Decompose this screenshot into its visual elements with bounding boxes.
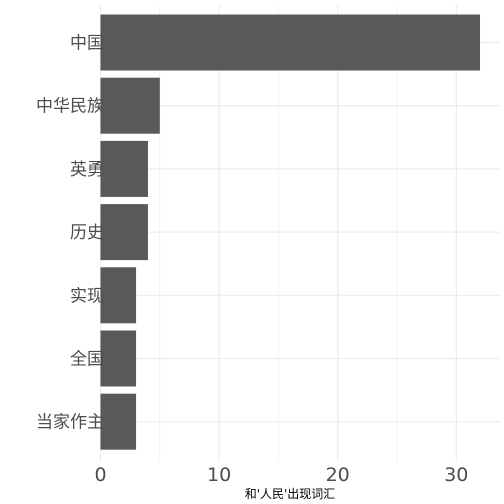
x-tick-labels: 0 10 20 30 — [94, 464, 468, 486]
y-tick-label: 实现 — [70, 286, 104, 306]
bar — [100, 393, 137, 450]
y-tick-label: 当家作主 — [36, 413, 104, 433]
grid-layer — [82, 5, 500, 462]
bar — [100, 77, 160, 134]
x-tick-label: 10 — [207, 464, 231, 486]
bar — [100, 267, 137, 324]
bars-layer — [100, 14, 481, 450]
bar — [100, 330, 137, 387]
x-tick-label: 20 — [326, 464, 350, 486]
y-tick-label: 全国 — [70, 350, 104, 370]
bar — [100, 140, 148, 197]
x-tick-label: 0 — [94, 464, 106, 486]
bar — [100, 14, 481, 71]
y-tick-label: 历史 — [70, 223, 104, 243]
x-axis-title: 和'人民'出现词汇 — [245, 487, 336, 501]
y-tick-label: 英勇 — [70, 160, 104, 180]
x-tick-label: 30 — [444, 464, 468, 486]
y-tick-label: 中华民族 — [36, 97, 104, 117]
bar — [100, 204, 148, 261]
y-tick-label: 中国 — [70, 34, 104, 54]
